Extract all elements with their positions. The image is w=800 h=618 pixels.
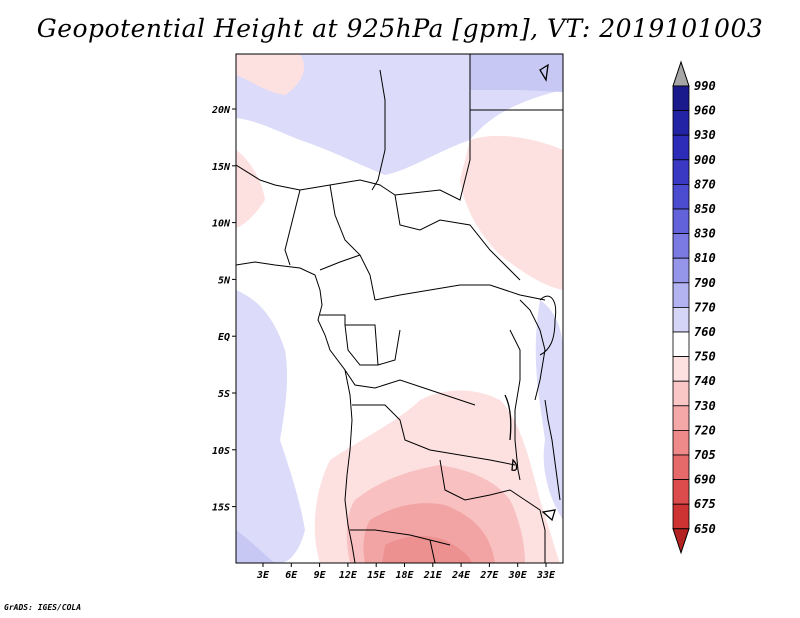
colorbar-swatch <box>672 356 690 382</box>
colorbar-bottom-arrow <box>672 528 690 555</box>
grads-credit: GrADS: IGES/COLA <box>4 603 82 612</box>
colorbar-level-label: 990 <box>694 79 716 93</box>
field-blue-east <box>535 300 563 520</box>
lat-tick-label: 10S <box>212 446 230 457</box>
field-blue-west <box>236 290 305 563</box>
colorbar-swatch <box>672 159 690 185</box>
colorbar-level-label: 810 <box>694 251 716 265</box>
colorbar-level-label: 650 <box>694 522 716 536</box>
field-pink-east <box>460 135 563 290</box>
lon-tick-label: 15E <box>367 570 386 581</box>
colorbar-level-label: 675 <box>694 497 716 511</box>
colorbar-level-label: 730 <box>694 399 716 413</box>
field-pink-south-deepest <box>382 535 472 563</box>
colorbar-swatch <box>672 233 690 259</box>
colorbar-swatch <box>672 282 690 308</box>
colorbar-swatch <box>672 134 690 161</box>
country-borders <box>236 54 563 563</box>
colorbar-swatch <box>672 479 690 505</box>
lat-tick-label: 10N <box>212 219 231 230</box>
field-pink-north <box>236 54 305 95</box>
colorbar-level-label: 750 <box>694 350 716 364</box>
lon-tick-label: 6E <box>285 570 298 581</box>
latitude-axis: 20N 15N 10N 5N EQ 5S 10S 15S <box>211 105 236 514</box>
lakes <box>504 63 556 522</box>
colorbar-swatch <box>672 331 690 358</box>
colorbar-level-label: 690 <box>694 473 716 487</box>
colorbar-swatch <box>672 110 690 136</box>
lon-tick-label: 24E <box>451 570 471 581</box>
lon-tick-label: 21E <box>423 570 443 581</box>
colorbar-level-label: 740 <box>694 374 716 388</box>
colorbar-swatch <box>672 257 690 284</box>
colorbar: 990 960 930 900 870 850 830 810 790 770 760 750 740 7… <box>672 60 716 555</box>
colorbar-swatch <box>672 208 690 235</box>
lon-tick-label: 3E <box>256 570 270 581</box>
chart-title: Geopotential Height at 925hPa [gpm], VT:… <box>36 14 764 43</box>
lon-tick-label: 18E <box>395 570 414 581</box>
colorbar-top-arrow <box>672 60 690 87</box>
lon-tick-label: 9E <box>314 570 327 581</box>
lon-tick-label: 27E <box>479 570 499 581</box>
colorbar-level-label: 705 <box>694 448 716 462</box>
lat-tick-label: 15S <box>212 503 230 514</box>
colorbar-level-label: 770 <box>694 300 716 314</box>
colorbar-swatch <box>672 503 690 530</box>
colorbar-swatch <box>672 405 690 431</box>
colorbar-swatch <box>672 429 690 456</box>
colorbar-level-label: 870 <box>694 177 716 191</box>
colorbar-swatch <box>672 306 690 333</box>
colorbar-swatch <box>672 85 690 112</box>
height-field <box>236 54 563 563</box>
lon-tick-label: 33E <box>536 570 556 581</box>
field-blue-southwest <box>236 530 275 563</box>
lat-tick-label: EQ <box>218 332 230 343</box>
colorbar-level-label: 850 <box>694 202 716 216</box>
colorbar-level-label: 790 <box>694 276 716 290</box>
lon-tick-label: 30E <box>508 570 528 581</box>
colorbar-level-label: 960 <box>694 104 716 118</box>
lat-tick-label: 5N <box>218 275 231 286</box>
colorbar-level-label: 930 <box>694 128 716 142</box>
map-frame <box>235 53 564 564</box>
field-blue-northeast <box>470 54 563 92</box>
lat-tick-label: 15N <box>212 162 231 173</box>
colorbar-level-label: 760 <box>694 325 716 339</box>
lon-tick-label: 12E <box>339 570 358 581</box>
longitude-axis: 3E 6E 9E 12E 15E 18E 21E 24E 27E 30E 33E <box>256 563 556 581</box>
colorbar-swatch <box>672 380 690 407</box>
colorbar-level-label: 720 <box>694 423 716 437</box>
lat-tick-label: 5S <box>218 389 230 400</box>
colorbar-swatch <box>672 454 690 481</box>
colorbar-swatch <box>672 183 690 210</box>
lat-tick-label: 20N <box>211 105 231 116</box>
colorbar-level-label: 830 <box>694 227 716 241</box>
colorbar-level-label: 900 <box>694 153 716 167</box>
coastline-west <box>236 261 356 563</box>
